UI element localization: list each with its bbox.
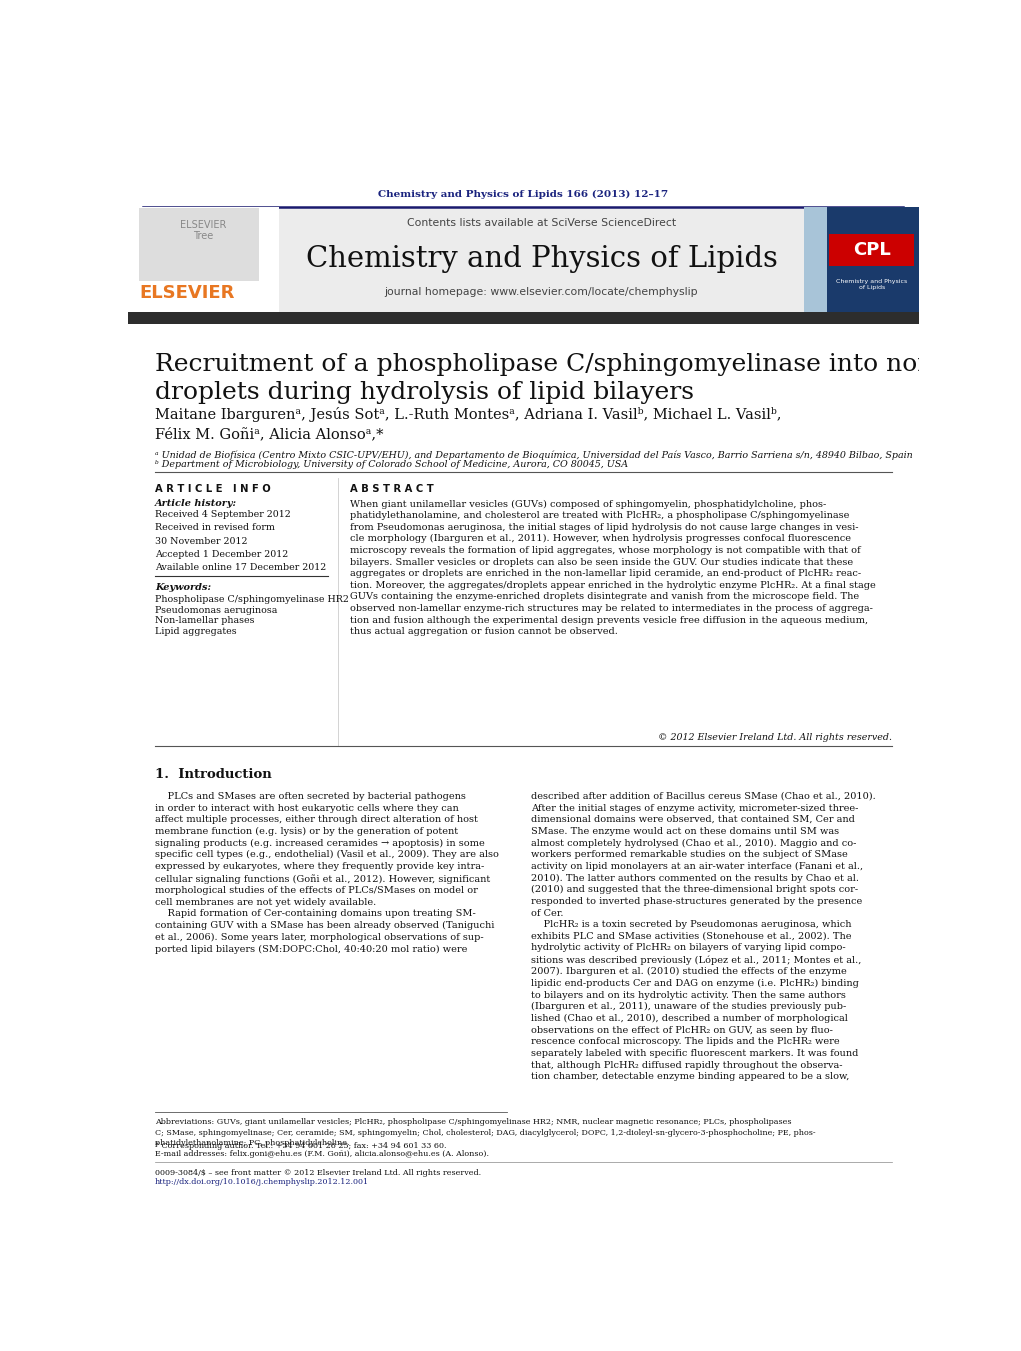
Text: Chemistry and Physics
of Lipids: Chemistry and Physics of Lipids	[836, 280, 908, 290]
Text: Maitane Ibargurenᵃ, Jesús Sotᵃ, L.-Ruth Montesᵃ, Adriana I. Vasilᵇ, Michael L. V: Maitane Ibargurenᵃ, Jesús Sotᵃ, L.-Ruth …	[155, 407, 781, 442]
Text: © 2012 Elsevier Ireland Ltd. All rights reserved.: © 2012 Elsevier Ireland Ltd. All rights …	[658, 734, 891, 743]
Text: Contents lists available at SciVerse ScienceDirect: Contents lists available at SciVerse Sci…	[407, 219, 676, 228]
Text: When giant unilamellar vesicles (GUVs) composed of sphingomyelin, phosphatidylch: When giant unilamellar vesicles (GUVs) c…	[350, 500, 876, 636]
Text: CPL: CPL	[853, 242, 890, 259]
FancyBboxPatch shape	[805, 207, 827, 312]
Text: Received 4 September 2012
Received in revised form
30 November 2012
Accepted 1 D: Received 4 September 2012 Received in re…	[155, 511, 326, 571]
Text: ELSEVIER
Tree: ELSEVIER Tree	[180, 220, 226, 242]
Text: described after addition of Bacillus cereus SMase (Chao et al., 2010).
After the: described after addition of Bacillus cer…	[531, 792, 876, 1081]
Text: E-mail addresses: felix.goni@ehu.es (F.M. Goñi), alicia.alonso@ehu.es (A. Alonso: E-mail addresses: felix.goni@ehu.es (F.M…	[155, 1150, 489, 1158]
FancyBboxPatch shape	[829, 234, 914, 266]
FancyBboxPatch shape	[805, 207, 919, 312]
Text: Chemistry and Physics of Lipids: Chemistry and Physics of Lipids	[305, 246, 777, 273]
Text: 0009-3084/$ – see front matter © 2012 Elsevier Ireland Ltd. All rights reserved.: 0009-3084/$ – see front matter © 2012 El…	[155, 1169, 481, 1177]
Text: ELSEVIER: ELSEVIER	[139, 284, 235, 301]
Text: PLCs and SMases are often secreted by bacterial pathogens
in order to interact w: PLCs and SMases are often secreted by ba…	[155, 792, 498, 954]
FancyBboxPatch shape	[128, 312, 919, 324]
FancyBboxPatch shape	[128, 207, 279, 312]
Text: A B S T R A C T: A B S T R A C T	[350, 484, 434, 494]
Text: Non-lamellar phases: Non-lamellar phases	[155, 616, 254, 626]
Text: Recruitment of a phospholipase C/sphingomyelinase into non-lamellar lipid
drople: Recruitment of a phospholipase C/sphingo…	[155, 353, 1021, 404]
Text: Article history:: Article history:	[155, 500, 237, 508]
FancyBboxPatch shape	[279, 207, 805, 312]
Text: * Corresponding author. Tel.: +34 94 601 26 25; fax: +34 94 601 33 60.: * Corresponding author. Tel.: +34 94 601…	[155, 1142, 446, 1150]
Text: Abbreviations: GUVs, giant unilamellar vesicles; PlcHR₂, phospholipase C/sphingo: Abbreviations: GUVs, giant unilamellar v…	[155, 1119, 816, 1147]
Text: ᵇ Department of Microbiology, University of Colorado School of Medicine, Aurora,: ᵇ Department of Microbiology, University…	[155, 461, 628, 469]
Text: Pseudomonas aeruginosa: Pseudomonas aeruginosa	[155, 605, 277, 615]
Text: ᵃ Unidad de Biofísica (Centro Mixto CSIC-UPV/EHU), and Departamento de Bioquímic: ᵃ Unidad de Biofísica (Centro Mixto CSIC…	[155, 450, 913, 459]
Text: A R T I C L E   I N F O: A R T I C L E I N F O	[155, 484, 271, 494]
Text: Lipid aggregates: Lipid aggregates	[155, 627, 237, 636]
Text: Keywords:: Keywords:	[155, 584, 211, 592]
Text: Chemistry and Physics of Lipids 166 (2013) 12–17: Chemistry and Physics of Lipids 166 (201…	[378, 190, 668, 199]
Text: 1.  Introduction: 1. Introduction	[155, 769, 272, 781]
Text: http://dx.doi.org/10.1016/j.chemphyslip.2012.12.001: http://dx.doi.org/10.1016/j.chemphyslip.…	[155, 1178, 369, 1186]
Text: Phospholipase C/sphingomyelinase HR2: Phospholipase C/sphingomyelinase HR2	[155, 594, 348, 604]
Text: journal homepage: www.elsevier.com/locate/chemphyslip: journal homepage: www.elsevier.com/locat…	[385, 286, 698, 297]
FancyBboxPatch shape	[139, 208, 259, 281]
